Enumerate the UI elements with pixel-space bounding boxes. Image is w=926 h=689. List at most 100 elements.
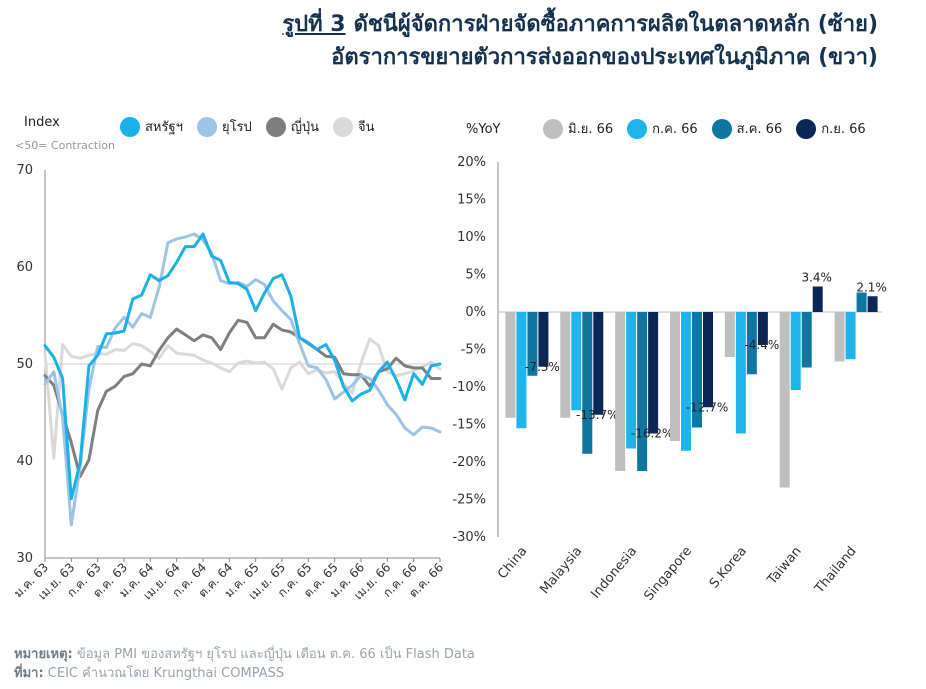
bar-S.Korea-ก.ค. 66 <box>735 312 746 434</box>
bar-legend-swatch <box>796 118 817 139</box>
data-label: 2.1% <box>856 280 887 294</box>
bar-legend-swatch <box>543 118 563 139</box>
bar-Singapore-ก.ค. 66 <box>681 312 691 451</box>
bar-Thailand-มิ.ย. 66 <box>834 312 845 362</box>
bar-Malaysia-มิ.ย. 66 <box>560 312 571 418</box>
bar-Singapore-ส.ค. 66 <box>692 312 702 428</box>
source-label: ที่มา: <box>14 666 44 681</box>
bar-legend-label: มิ.ย. 66 <box>568 122 614 137</box>
figure-number: รูปที่ 3 <box>282 12 346 37</box>
data-label: -4.4% <box>744 338 779 352</box>
right-bar-chart: 20% 15% 10% 5% 0% -5% -10% -15% -20% -25% -30% -7.3… <box>452 155 887 604</box>
series-line-ยุโรป <box>43 232 442 527</box>
category-label: S.Korea <box>707 544 750 591</box>
footer-note: หมายเหตุ: ข้อมูล PMI ของสหรัฐฯ ยุโรป และ… <box>14 643 475 664</box>
line-legend-label: สหรัฐฯ <box>145 120 183 135</box>
bar-Indonesia-ส.ค. 66 <box>637 312 648 471</box>
series-line-ญี่ปุ่น <box>43 318 442 478</box>
bar-Thailand-ส.ค. 66 <box>856 292 867 312</box>
data-label: -7.3% <box>525 360 560 374</box>
category-label: Taiwan <box>764 544 805 588</box>
title-line-2: อัตราการขยายตัวการส่งออกของประเทศในภูมิภ… <box>331 45 878 70</box>
data-label: -13.7% <box>576 408 618 422</box>
title-line-1-text: ดัชนีผู้จัดการฝ่ายจัดซื้อภาคการผลิตในตลา… <box>353 12 878 37</box>
bar-Thailand-ก.ย. 66 <box>867 296 878 312</box>
right-y-tick-label: 10% <box>457 230 486 245</box>
line-legend-item: สหรัฐฯ <box>120 116 183 137</box>
bar-legend-label: ก.ย. 66 <box>821 122 866 137</box>
bar-Thailand-ก.ค. 66 <box>845 312 856 360</box>
bar-Indonesia-ก.ย. 66 <box>648 312 659 434</box>
bar-legend-label: ส.ค. 66 <box>736 122 783 137</box>
bar-Malaysia-ก.ค. 66 <box>571 312 582 411</box>
bar-China-ก.ค. 66 <box>516 312 527 429</box>
right-chart-ylabel: %YoY <box>466 122 501 137</box>
left-chart-ylabel: Index <box>24 115 60 130</box>
bar-legend-item: ส.ค. 66 <box>711 118 783 139</box>
left-y-tick-label: 50 <box>16 357 33 372</box>
bar-Taiwan-มิ.ย. 66 <box>779 312 790 488</box>
bar-legend-item: ก.ค. 66 <box>627 118 698 139</box>
right-y-tick-label: -10% <box>452 380 486 395</box>
right-y-tick-label: 0% <box>465 305 486 320</box>
bar-China-ส.ค. 66 <box>527 312 538 376</box>
right-y-tick-label: 20% <box>457 155 486 170</box>
series-line-จีน <box>43 337 442 460</box>
bar-legend-item: มิ.ย. 66 <box>543 118 613 139</box>
bar-Singapore-มิ.ย. 66 <box>670 312 680 441</box>
bar-legend-swatch <box>711 118 732 139</box>
right-chart-legend: มิ.ย. 66 ก.ค. 66 ส.ค. 66 ก.ย. 66 <box>543 118 880 139</box>
line-legend-swatch <box>120 116 140 137</box>
right-y-tick-label: -20% <box>452 455 486 470</box>
bar-S.Korea-ก.ย. 66 <box>757 312 768 345</box>
left-chart-legend: สหรัฐฯ ยุโรป ญี่ปุ่น จีน <box>120 116 389 137</box>
line-legend-swatch <box>333 116 354 137</box>
data-label: -12.7% <box>686 400 728 414</box>
line-legend-swatch <box>196 116 217 137</box>
bar-Singapore-ก.ย. 66 <box>703 312 713 408</box>
right-y-tick-label: -30% <box>452 530 486 545</box>
bar-Taiwan-ก.ย. 66 <box>812 286 823 312</box>
left-y-tick-label: 40 <box>16 454 33 469</box>
bar-China-มิ.ย. 66 <box>505 312 516 418</box>
bar-S.Korea-มิ.ย. 66 <box>724 312 735 357</box>
right-y-tick-label: 5% <box>465 268 486 283</box>
bar-Taiwan-ส.ค. 66 <box>801 312 812 368</box>
title-line-1: รูปที่ 3 ดัชนีผู้จัดการฝ่ายจัดซื้อภาคการผ… <box>282 8 878 41</box>
line-legend-label: ยุโรป <box>221 120 252 135</box>
right-y-tick-label: 15% <box>457 193 486 208</box>
left-chart-ynote: <50= Contraction <box>15 139 116 152</box>
category-label: Indonesia <box>588 544 640 602</box>
line-legend-item: ญี่ปุ่น <box>265 116 320 137</box>
right-y-tick-label: -15% <box>452 418 486 433</box>
line-legend-swatch <box>265 116 286 137</box>
bar-Malaysia-ส.ค. 66 <box>582 312 593 454</box>
line-legend-label: จีน <box>358 120 375 135</box>
left-y-tick-label: 30 <box>16 551 33 566</box>
bar-legend-swatch <box>627 118 648 139</box>
footer-source: ที่มา: CEIC คำนวณโดย Krungthai COMPASS <box>14 662 284 683</box>
bar-Malaysia-ก.ย. 66 <box>593 312 604 415</box>
bar-S.Korea-ส.ค. 66 <box>746 312 757 375</box>
bar-legend-label: ก.ค. 66 <box>652 122 698 137</box>
data-label: -16.2% <box>631 427 673 441</box>
line-legend-label: ญี่ปุ่น <box>290 120 320 135</box>
note-label: หมายเหตุ: <box>14 647 73 662</box>
left-y-tick-label: 70 <box>16 163 33 178</box>
data-label: 3.4% <box>801 271 832 285</box>
right-y-tick-label: -5% <box>461 343 486 358</box>
bar-Indonesia-ก.ค. 66 <box>626 312 637 449</box>
bar-legend-item: ก.ย. 66 <box>796 118 866 139</box>
source-text: CEIC คำนวณโดย Krungthai COMPASS <box>47 666 285 681</box>
category-label: Thailand <box>812 544 860 597</box>
line-legend-item: จีน <box>333 116 375 137</box>
figure-title: รูปที่ 3 ดัชนีผู้จัดการฝ่ายจัดซื้อภาคการผ… <box>282 8 878 74</box>
category-label: Malaysia <box>537 544 585 597</box>
bar-Taiwan-ก.ค. 66 <box>790 312 801 390</box>
category-label: Singapore <box>641 544 695 604</box>
category-label: China <box>495 544 530 582</box>
bar-Indonesia-มิ.ย. 66 <box>615 312 626 471</box>
bar-China-ก.ย. 66 <box>538 312 549 367</box>
line-legend-item: ยุโรป <box>196 116 252 137</box>
